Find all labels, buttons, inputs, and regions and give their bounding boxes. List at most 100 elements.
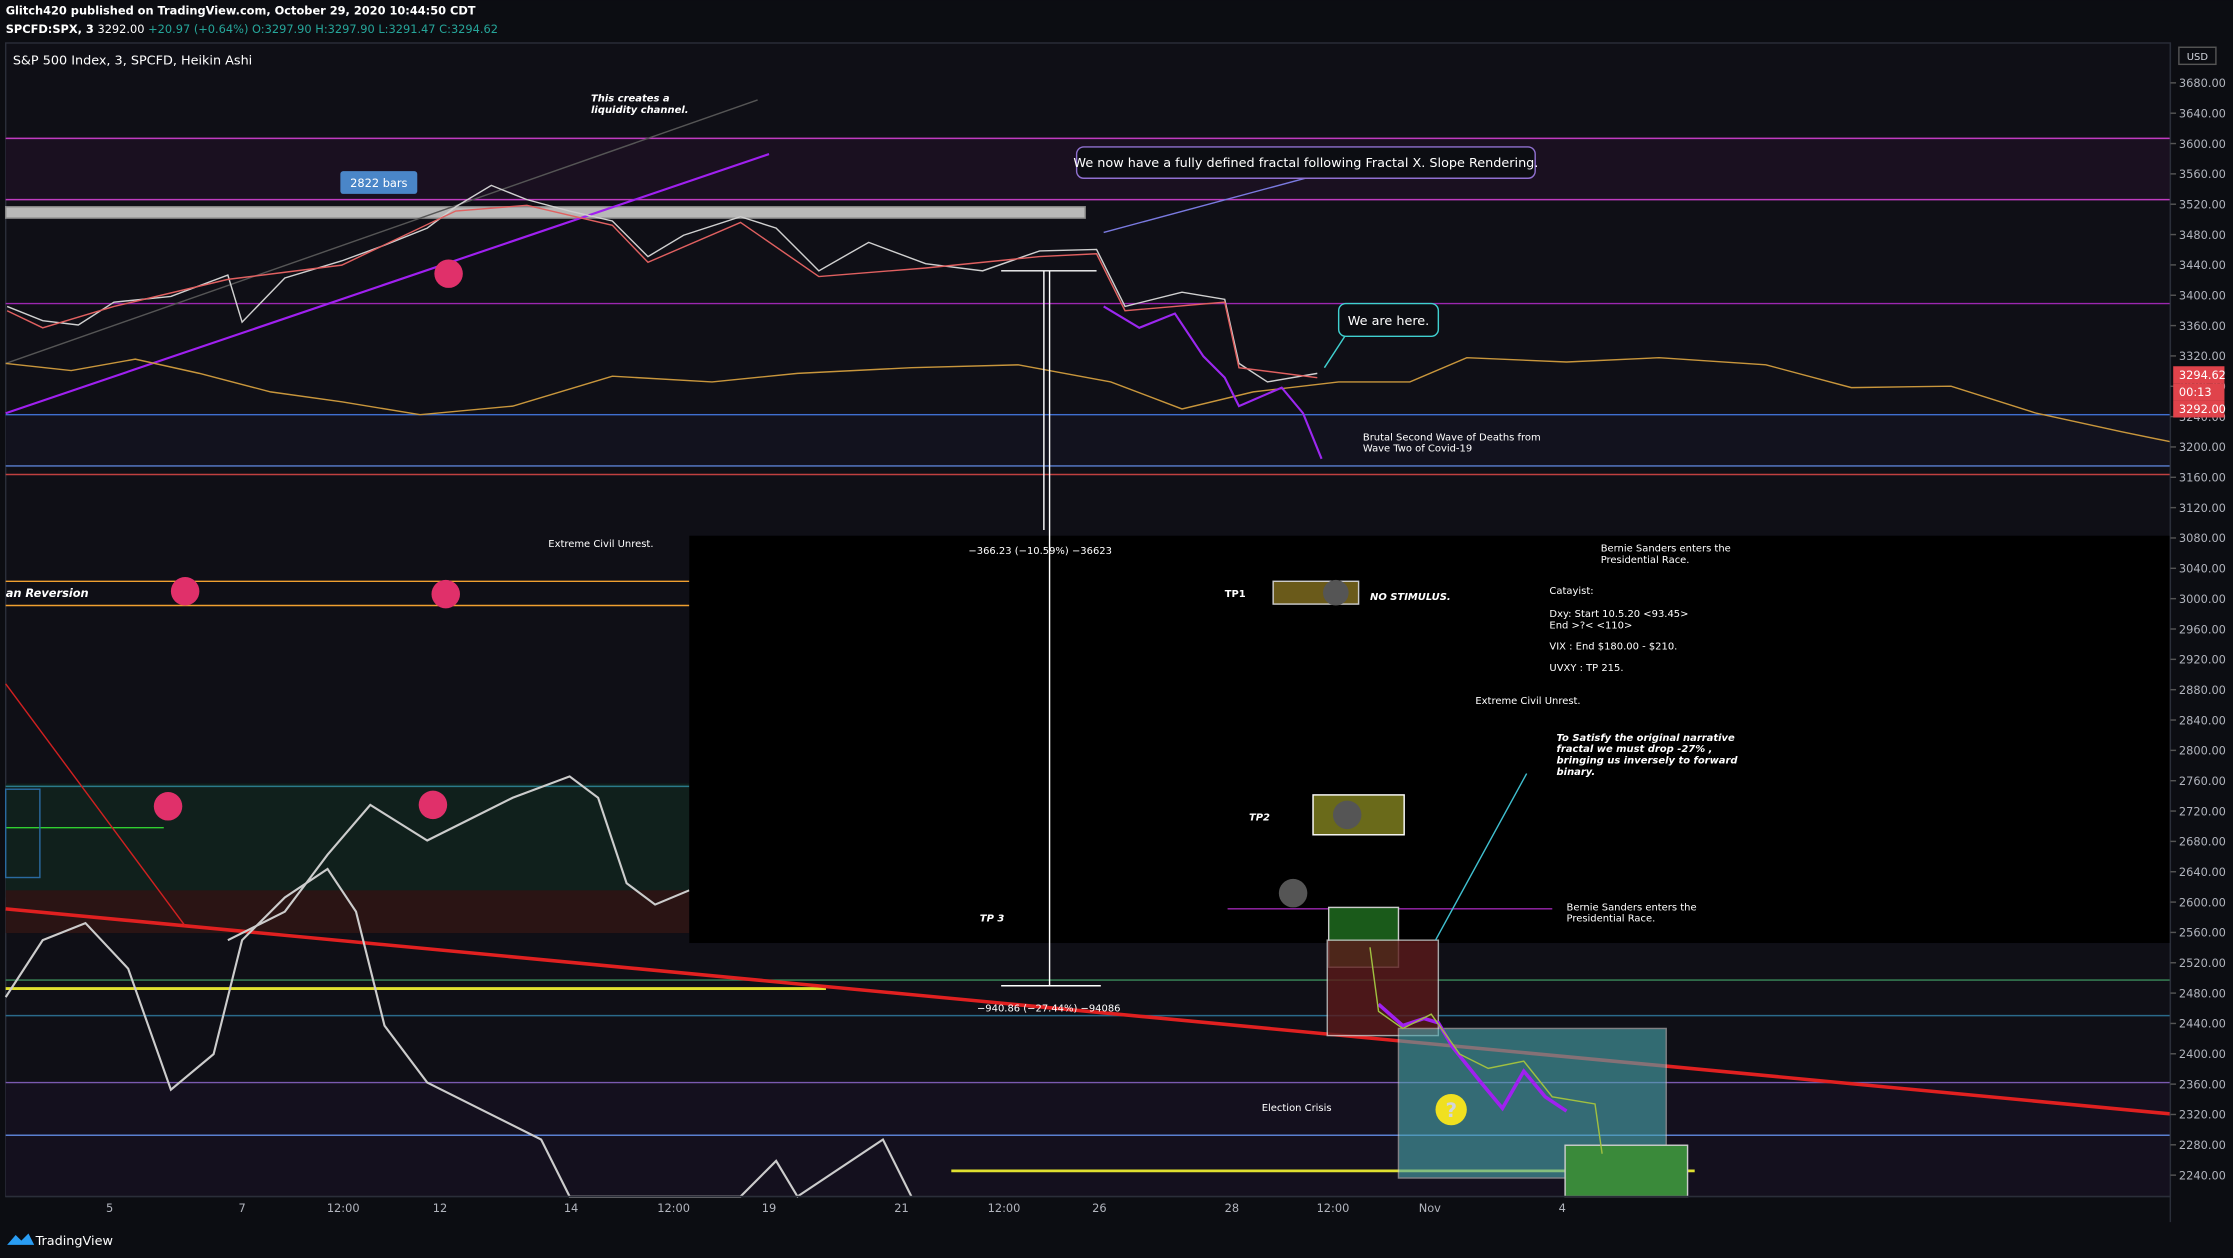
price-tick-label: 2960.00 (2179, 622, 2226, 636)
annotation: Catayist: (1549, 586, 1593, 597)
price-tick-label: 2600.00 (2179, 895, 2226, 909)
oscillator (4, 867, 913, 1199)
price-tick-label: 3560.00 (2179, 167, 2226, 181)
price-tick-label: 2920.00 (2179, 653, 2226, 667)
time-tick-label: 12 (433, 1201, 447, 1215)
time-tick-label: 21 (894, 1201, 908, 1215)
price-tick-label: 2520.00 (2179, 956, 2226, 970)
measure-label: −366.23 (−10.59%) −36623 (968, 546, 1112, 557)
time-tick-label: 26 (1092, 1201, 1106, 1215)
chart-title: S&P 500 Index, 3, SPCFD, Heikin Ashi (13, 53, 252, 68)
annotation: bringing us inversely to forward (1557, 756, 1739, 767)
question-icon (1332, 800, 1362, 830)
time-tick-label: 4 (1559, 1201, 1566, 1215)
bars-count: 2822 bars (350, 176, 407, 190)
last-price: 3292.00 (2179, 402, 2226, 416)
annotation: Dxy: Start 10.5.20 <93.45> (1549, 609, 1688, 620)
time-tick-label: 5 (106, 1201, 113, 1215)
target-box (1326, 939, 1440, 1037)
chart-area: ? (4, 42, 2172, 1199)
price-tick-label: 3000.00 (2179, 592, 2226, 606)
price-tick-label: 3640.00 (2179, 106, 2226, 120)
callout-text: We are here. (1348, 314, 1430, 329)
price-tick-label: 3200.00 (2179, 440, 2226, 454)
fractal-projection (1103, 305, 1323, 460)
price-tick-label: 3480.00 (2179, 228, 2226, 242)
price-tick-label: 2800.00 (2179, 744, 2226, 758)
close-price: 3294.62 (2179, 368, 2226, 382)
annotation: Extreme Civil Unrest. (548, 539, 653, 550)
question-icon (1322, 579, 1349, 606)
brand[interactable]: TradingView (35, 1234, 113, 1249)
change: +20.97 (+0.64%) (148, 22, 248, 36)
annotation: liquidity channel. (591, 105, 689, 116)
price-candles-red (6, 204, 1318, 379)
price-tick-label: 3120.00 (2179, 501, 2226, 515)
x-marker (418, 790, 448, 820)
zone (5, 890, 690, 934)
measure-label: −940.86 (−27.44%) −94086 (977, 1003, 1121, 1014)
time-tick-label: 12:00 (1317, 1201, 1350, 1215)
trend-line (5, 907, 2171, 1116)
annotation: Presidential Race. (1601, 555, 1690, 566)
high: H:3297.90 (315, 22, 374, 36)
arrow (1434, 773, 1528, 941)
price-label-box (2173, 366, 2225, 384)
price-tick-label: 3440.00 (2179, 258, 2226, 272)
annotation: an Reversion (6, 586, 89, 600)
annotation: Wave Two of Covid-19 (1363, 444, 1472, 455)
annotation: Presidential Race. (1567, 914, 1656, 925)
callout-text: We now have a fully defined fractal foll… (1073, 156, 1538, 171)
price-tick-label: 2840.00 (2179, 713, 2226, 727)
zone (5, 413, 2171, 468)
annotation: Bernie Sanders enters the (1601, 543, 1731, 554)
symbol: SPCFD:SPX, 3 (6, 22, 94, 36)
last: 3292.00 (97, 22, 144, 36)
price-tick-label: 3600.00 (2179, 137, 2226, 151)
moving-average (5, 356, 2171, 443)
price-tick-label: 2880.00 (2179, 683, 2226, 697)
x-marker (431, 579, 460, 609)
time-tick-label: 28 (1225, 1201, 1239, 1215)
price-tick-label: 3080.00 (2179, 531, 2226, 545)
price-labels: 3294.62 00:13 3292.00 (2173, 366, 2226, 418)
price-tick-label: 2720.00 (2179, 804, 2226, 818)
price-tick-label: 3520.00 (2179, 197, 2226, 211)
question-icon (1278, 878, 1308, 908)
footer: TradingView (7, 1233, 113, 1249)
price-tick-label: 2280.00 (2179, 1138, 2226, 1152)
box (4, 788, 41, 879)
annotation: VIX : End $180.00 - $210. (1549, 642, 1677, 653)
price-tick-label: 3360.00 (2179, 319, 2226, 333)
annotation: Extreme Civil Unrest. (1475, 696, 1580, 707)
annotation: Brutal Second Wave of Deaths from (1363, 432, 1541, 443)
annotation: TP2 (1249, 813, 1270, 824)
price-tick-label: 3040.00 (2179, 562, 2226, 576)
price-label-box (2173, 383, 2225, 401)
currency-box (2178, 46, 2217, 66)
price-tick-label: 3320.00 (2179, 349, 2226, 363)
price-label-box (2173, 400, 2225, 418)
target-box (1564, 1144, 1689, 1198)
trend-line (5, 99, 758, 365)
overlay-panel (689, 535, 2171, 944)
price-tick-label: 3680.00 (2179, 76, 2226, 90)
annotation: To Satisfy the original narrative (1557, 733, 1735, 744)
publisher: Glitch420 published on TradingView.com, … (6, 3, 476, 17)
open: O:3297.90 (252, 22, 312, 36)
price-tick-label: 3160.00 (2179, 471, 2226, 485)
annotations: This creates a liquidity channel. 2822 b… (6, 93, 1739, 1114)
price-tick-label: 2360.00 (2179, 1077, 2226, 1091)
time-tick-label: 14 (564, 1201, 578, 1215)
annotation: fractal we must drop -27% , (1557, 744, 1713, 755)
zone (5, 1082, 2171, 1197)
price-candles (6, 184, 1318, 383)
time-tick-label: 12:00 (988, 1201, 1021, 1215)
logo (7, 1233, 35, 1245)
callout (1075, 146, 1536, 179)
annotation: Election Crisis (1262, 1103, 1332, 1114)
bars-badge (340, 171, 418, 194)
callout-pointer (1323, 334, 1347, 369)
annotation: Bernie Sanders enters the (1567, 902, 1697, 913)
price-tick-label: 3400.00 (2179, 289, 2226, 303)
